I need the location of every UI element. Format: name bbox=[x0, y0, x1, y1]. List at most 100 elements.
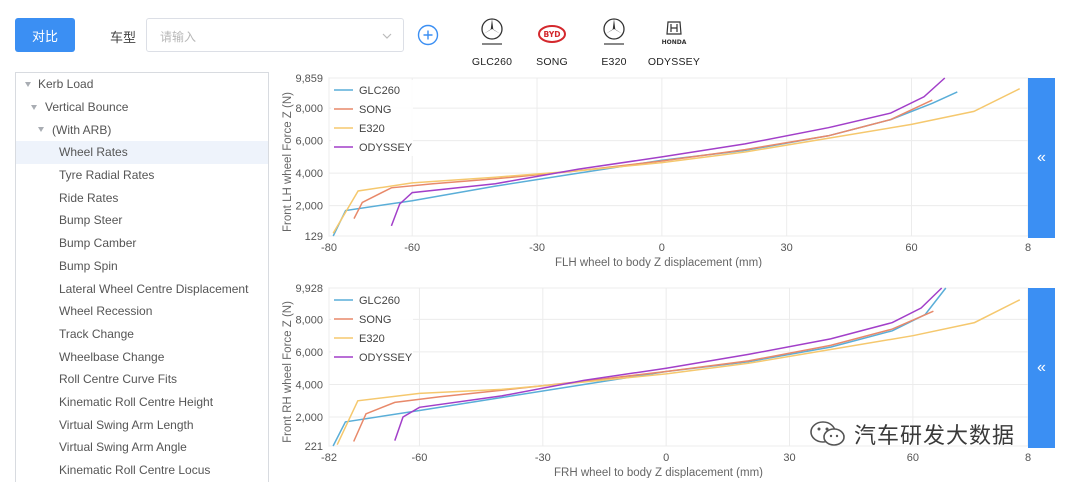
x-tick-label: 8 bbox=[1025, 452, 1031, 464]
chevron-down-icon bbox=[382, 33, 392, 39]
wechat-icon bbox=[810, 421, 845, 446]
tree-item[interactable]: Track Change bbox=[16, 323, 268, 346]
plot-area bbox=[328, 77, 1029, 237]
mercedes-logo-icon bbox=[462, 16, 522, 52]
tree-item-label: Wheel Recession bbox=[59, 304, 153, 319]
y-tick-label: 4,000 bbox=[295, 168, 323, 180]
x-tick-label: -60 bbox=[404, 242, 420, 254]
brand-name: SONG bbox=[536, 56, 568, 68]
model-select-placeholder: 请输入 bbox=[160, 30, 197, 44]
tree-item[interactable]: Lateral Wheel Centre Displacement bbox=[16, 277, 268, 300]
tree-item[interactable]: Roll Centre Curve Fits bbox=[16, 368, 268, 391]
tree-item-with-arb[interactable]: (With ARB) bbox=[16, 118, 268, 141]
legend-box bbox=[331, 80, 413, 156]
x-tick-label: 30 bbox=[781, 242, 793, 254]
tree-item-label: Virtual Swing Arm Angle bbox=[59, 440, 187, 455]
x-tick-label: 8 bbox=[1025, 242, 1031, 254]
toolbar: 对比 车型 请输入 GLC260 BYD SONG bbox=[0, 0, 1080, 70]
expand-arrow-icon[interactable] bbox=[38, 127, 44, 133]
y-tick-label: 2,000 bbox=[295, 412, 323, 424]
brand-glc260[interactable]: GLC260 bbox=[462, 16, 522, 68]
y-tick-label: 9,859 bbox=[295, 73, 323, 85]
tree-item[interactable]: Kinematic Roll Centre Height bbox=[16, 391, 268, 414]
model-select[interactable]: 请输入 bbox=[146, 18, 404, 52]
series-line-odyssey bbox=[394, 287, 943, 441]
y-tick-label: 221 bbox=[305, 441, 323, 453]
expand-arrow-icon[interactable] bbox=[25, 82, 31, 87]
y-tick-label: 8,000 bbox=[295, 103, 323, 115]
svg-text:BYD: BYD bbox=[544, 30, 561, 39]
byd-logo-icon: BYD bbox=[522, 16, 582, 52]
legend: GLC260 SONG E320 ODYSSEY bbox=[331, 290, 413, 366]
tree-item[interactable]: Ride Rates bbox=[16, 186, 268, 209]
watermark-text: 汽车研发大数据 bbox=[854, 424, 1016, 449]
tree-item[interactable]: Virtual Swing Arm Angle bbox=[16, 436, 268, 459]
tree-item[interactable]: Bump Camber bbox=[16, 232, 268, 255]
tree-item-label: Kerb Load bbox=[38, 77, 94, 92]
brand-e320[interactable]: E320 bbox=[584, 16, 644, 68]
honda-logo-icon: HONDA bbox=[644, 16, 704, 52]
tree-item-kerb-load[interactable]: Kerb Load bbox=[16, 73, 268, 96]
tree-item[interactable]: Virtual Swing Arm Length bbox=[16, 413, 268, 436]
legend: GLC260 SONG E320 ODYSSEY bbox=[331, 80, 413, 156]
series-line-odyssey bbox=[390, 77, 946, 227]
tree-item[interactable]: Tyre Radial Rates bbox=[16, 164, 268, 187]
svg-text:HONDA: HONDA bbox=[662, 39, 687, 46]
tree-item-label: Virtual Swing Arm Length bbox=[59, 417, 194, 432]
plot-area bbox=[328, 287, 1029, 447]
double-chevron-left-icon: « bbox=[1037, 149, 1046, 166]
x-axis-label: FLH wheel to body Z displacement (mm) bbox=[555, 257, 762, 268]
tree-item-label: (With ARB) bbox=[52, 122, 112, 137]
legend-label: ODYSSEY bbox=[359, 142, 413, 154]
legend-label: SONG bbox=[359, 314, 391, 326]
brand-name: GLC260 bbox=[471, 56, 513, 68]
tree-item-vertical-bounce[interactable]: Vertical Bounce bbox=[16, 96, 268, 119]
mercedes-logo-icon bbox=[584, 16, 644, 52]
legend-label: SONG bbox=[359, 104, 391, 116]
chart-svg: -80 -60 -30 0 30 60 8 129 2,000 4,000 6,000 8,000 9,… bbox=[282, 73, 1031, 268]
tree-item[interactable]: Wheel Recession bbox=[16, 300, 268, 323]
double-chevron-left-icon: « bbox=[1037, 359, 1046, 376]
y-tick-label: 6,000 bbox=[295, 136, 323, 148]
y-tick-label: 2,000 bbox=[295, 201, 323, 213]
tree-item[interactable]: Bump Spin bbox=[16, 255, 268, 278]
tree-item-label: Bump Camber bbox=[59, 236, 137, 251]
x-tick-label: 0 bbox=[663, 452, 669, 464]
tree-item-label: Wheel Rates bbox=[59, 145, 128, 160]
brand-odyssey[interactable]: HONDA ODYSSEY bbox=[644, 16, 704, 68]
x-tick-label: -80 bbox=[321, 242, 337, 254]
y-tick-label: 6,000 bbox=[295, 347, 323, 359]
tree-item-label: Bump Steer bbox=[59, 213, 123, 228]
legend-label: ODYSSEY bbox=[359, 352, 413, 364]
tree-item[interactable]: Wheelbase Change bbox=[16, 345, 268, 368]
y-tick-label: 8,000 bbox=[295, 314, 323, 326]
analysis-tree: Kerb Load Vertical Bounce (With ARB) Whe… bbox=[15, 72, 269, 482]
collapse-panel-button[interactable]: « bbox=[1028, 78, 1055, 238]
x-tick-label: 0 bbox=[659, 242, 665, 254]
collapse-panel-button[interactable]: « bbox=[1028, 288, 1055, 448]
y-tick-label: 9,928 bbox=[295, 283, 323, 295]
tree-item-label: Tyre Radial Rates bbox=[59, 168, 155, 183]
series-line-e320 bbox=[332, 88, 1021, 234]
add-circle-icon[interactable] bbox=[417, 24, 439, 46]
tree-item-label: Kinematic Roll Centre Locus bbox=[59, 463, 211, 478]
legend-label: GLC260 bbox=[359, 295, 400, 307]
series-line-song bbox=[353, 310, 934, 442]
tree-item-wheel-rates[interactable]: Wheel Rates bbox=[16, 141, 268, 164]
compare-button[interactable]: 对比 bbox=[15, 18, 75, 52]
brand-song[interactable]: BYD SONG bbox=[522, 16, 582, 68]
expand-arrow-icon[interactable] bbox=[31, 104, 37, 110]
tree-item-label: Track Change bbox=[59, 326, 134, 341]
chart-front-lh: -80 -60 -30 0 30 60 8 129 2,000 4,000 6,000 8,000 9,… bbox=[274, 72, 1056, 268]
tree-item[interactable]: Bump Steer bbox=[16, 209, 268, 232]
x-tick-label: -82 bbox=[321, 452, 337, 464]
tree-item-label: Bump Spin bbox=[59, 258, 118, 273]
brand-name: E320 bbox=[601, 56, 627, 68]
y-axis-label: Front LH wheel Force Z (N) bbox=[282, 92, 294, 232]
tree-item[interactable]: Kinematic Roll Centre Locus bbox=[16, 459, 268, 482]
tree-item-label: Wheelbase Change bbox=[59, 349, 165, 364]
brand-name: ODYSSEY bbox=[647, 56, 701, 68]
watermark: 汽车研发大数据 bbox=[808, 418, 1015, 450]
legend-label: GLC260 bbox=[359, 85, 400, 97]
y-tick-label: 129 bbox=[305, 231, 323, 243]
